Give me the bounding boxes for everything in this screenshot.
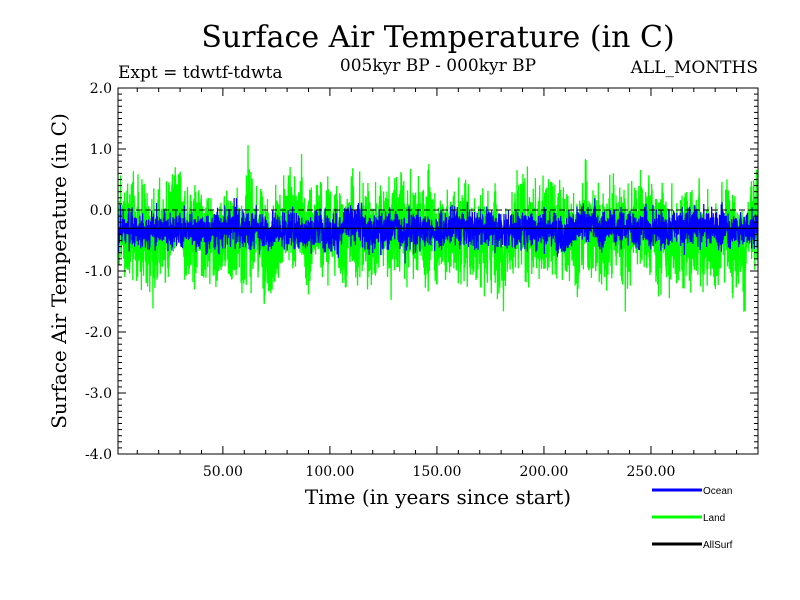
y-tick-label: -3.0 (85, 386, 112, 402)
subtitle-months: ALL_MONTHS (630, 58, 758, 78)
y-tick-label: -4.0 (85, 447, 112, 463)
x-tick-label: 150.00 (412, 464, 461, 480)
y-tick-label: 1.0 (90, 142, 112, 158)
x-axis-label: Time (in years since start) (305, 485, 571, 509)
series-line-ocean (118, 198, 758, 264)
x-tick-label: 50.00 (203, 464, 243, 480)
legend: Ocean Land AllSurf (652, 486, 733, 551)
axis-ticks: -4.0 -3.0 -2.0 -1.0 0.0 1.0 2.0 50.00 100.00 150.… (85, 81, 759, 480)
subtitle-period: 005kyr BP - 000kyr BP (340, 56, 536, 76)
y-axis-label: Surface Air Temperature (in C) (47, 113, 71, 429)
legend-label-land: Land (703, 513, 725, 524)
x-tick-label: 200.00 (519, 464, 568, 480)
x-tick-label: 250.00 (626, 464, 675, 480)
legend-label-ocean: Ocean (703, 486, 732, 497)
y-tick-label: -1.0 (85, 264, 112, 280)
chart-title: Surface Air Temperature (in C) (201, 20, 674, 55)
y-tick-label: -2.0 (85, 325, 112, 341)
series-layer (118, 145, 758, 312)
legend-label-allsurf: AllSurf (703, 540, 733, 551)
y-tick-label: 0.0 (90, 203, 112, 219)
x-tick-label: 100.00 (305, 464, 354, 480)
subtitle-experiment: Expt = tdwtf-tdwta (118, 63, 283, 83)
y-tick-label: 2.0 (90, 81, 112, 97)
